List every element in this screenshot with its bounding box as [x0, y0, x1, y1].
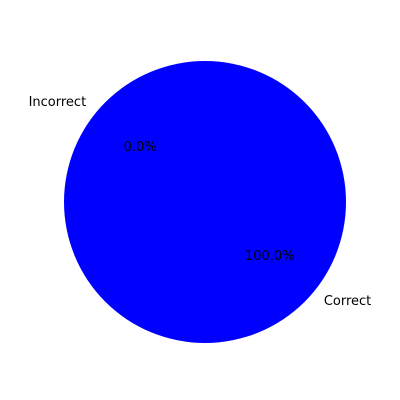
slice-label-incorrect: Incorrect [29, 95, 87, 110]
slice-label-correct: Correct [324, 294, 371, 309]
labels-layer: Correct 100.0% Incorrect 0.0% [29, 95, 372, 309]
slice-percent-incorrect: 0.0% [124, 140, 157, 155]
slices-layer [64, 61, 346, 343]
slice-percent-correct: 100.0% [245, 249, 295, 264]
slice-correct [64, 61, 346, 343]
